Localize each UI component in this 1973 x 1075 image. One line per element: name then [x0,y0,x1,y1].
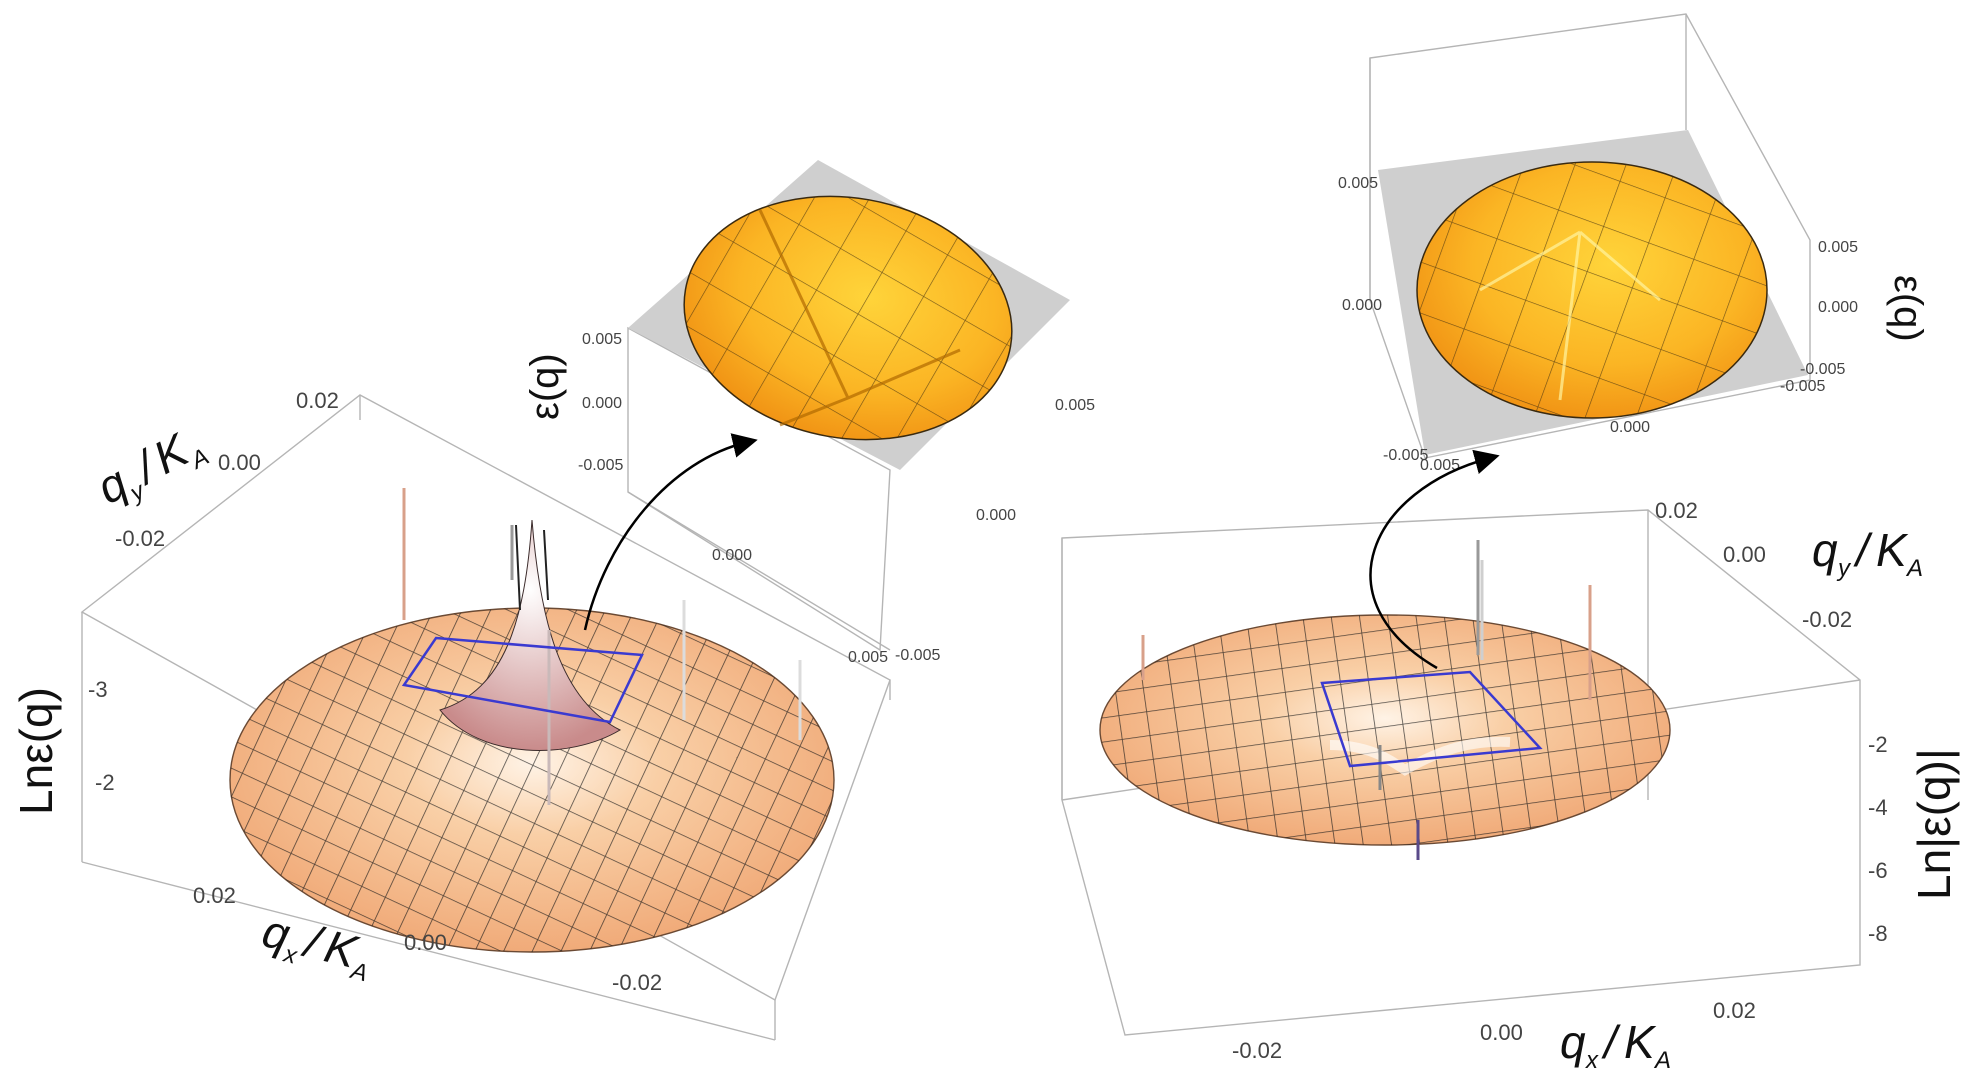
left-z-tick-1: -3 [88,677,108,702]
right-y-tick-0: 0.02 [1655,498,1698,523]
right-y-axis-label: q y / K A [1812,524,1923,582]
right-inset-plot: 0.005 0.000 -0.005 0.005 0.000 0.005 0.0… [1338,13,1930,474]
right-inset-z-tick-0: 0.005 [1338,175,1378,192]
left-inset-x-tick-0: 0.005 [1055,397,1095,414]
left-y-tick-0: 0.02 [296,388,339,413]
left-central-peak [439,519,622,751]
svg-text:K: K [1876,524,1909,576]
right-z-tick-1: -4 [1868,795,1888,820]
left-inset-y-tick-0: 0.005 [848,649,888,666]
left-y-tick-2: -0.02 [115,526,165,551]
right-z-tick-2: -6 [1868,858,1888,883]
right-spikes [1141,540,1592,860]
left-x-tick-0: 0.02 [193,883,236,908]
left-inset-z-tick-1: 0.000 [582,395,622,412]
right-z-tick-3: -8 [1868,921,1888,946]
left-y-tick-1: 0.00 [218,450,261,475]
left-peak-ridge [515,524,549,611]
left-inset-plot: ε(q) 0.005 0.000 -0.005 0.005 0.000 -0.0… [523,160,1095,666]
right-y-tick-1: 0.00 [1723,542,1766,567]
right-inset-z-tick-1: 0.000 [1342,297,1382,314]
right-zoom-square [1320,670,1543,768]
right-inset-x-tick-1: 0.000 [1610,419,1650,436]
left-inset-x-tick-2: -0.005 [895,647,940,664]
left-main-plot: -3 -2 Lnε(q) 0.02 0.00 -0.02 q y / K A 0… [10,388,891,1041]
right-x-axis-label: q x / K A [1560,1016,1671,1074]
left-x-tick-2: -0.02 [612,970,662,995]
svg-text:/: / [1601,1016,1621,1068]
right-inset-y-tick-1: 0.000 [1818,299,1858,316]
left-arrow [583,433,758,631]
left-inset-z-label: ε(q) [523,353,567,420]
left-inset-ridge [758,209,961,427]
right-z-tick-0: -2 [1868,732,1888,757]
left-inset-x-tick-1: 0.000 [976,507,1016,524]
left-inset-z-tick-0: 0.005 [582,331,622,348]
left-inset-z-tick-2: -0.005 [578,457,623,474]
right-central-dip [1329,736,1511,776]
right-arrow [1369,449,1500,670]
right-inset-y-tick-0: 0.005 [1818,239,1858,256]
left-inset-grid [684,196,1012,440]
right-inset-z-label: ε(q) [1886,275,1930,342]
right-inset-x-tick-0: -0.005 [1383,447,1428,464]
svg-text:x: x [1585,1047,1599,1074]
right-inset-y-tick-2: -0.005 [1800,361,1845,378]
svg-text:y: y [1836,555,1852,582]
right-y-tick-2: -0.02 [1802,607,1852,632]
svg-text:A: A [1653,1047,1671,1074]
right-z-label: Ln|ε(q)| [1908,748,1960,900]
right-x-tick-0: -0.02 [1232,1038,1282,1063]
left-y-axis-label: q y / K A [88,422,213,513]
left-x-tick-1: 0.00 [404,930,447,955]
left-z-label: Lnε(q) [10,687,62,815]
right-inset-ridge [1479,230,1661,401]
right-x-tick-1: 0.00 [1480,1020,1523,1045]
svg-text:q: q [1812,524,1838,576]
right-x-tick-2: 0.02 [1713,998,1756,1023]
left-zoom-square [401,636,644,724]
right-inset-x-tick-0b: 0.005 [1420,457,1460,474]
right-surface-grid [1100,615,1670,845]
left-inset-y-tick-1: 0.000 [712,547,752,564]
right-main-plot: -2 -4 -6 -8 Ln|ε(q)| 0.02 0.00 -0.02 q y… [1061,498,1960,1074]
left-z-tick-0: -2 [95,770,115,795]
svg-text:A: A [1905,555,1923,582]
right-inset-box [1369,13,1811,459]
right-inset-grid [1417,162,1767,418]
svg-text:q: q [1560,1016,1586,1068]
svg-text:K: K [1624,1016,1657,1068]
svg-text:/: / [1853,524,1873,576]
right-inset-y-tick-3: -0.005 [1780,378,1825,395]
left-spikes [402,488,802,805]
